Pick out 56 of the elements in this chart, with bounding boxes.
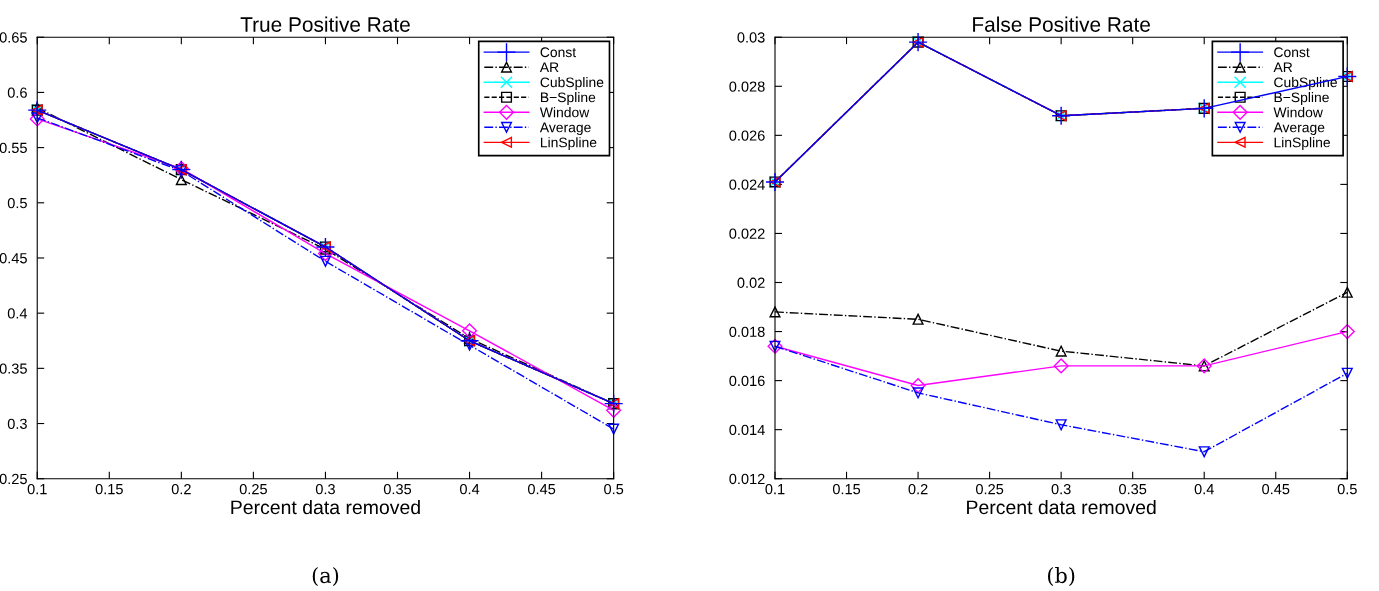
- x-tick-label: 0.2: [171, 483, 191, 495]
- legend-label: Average: [539, 122, 591, 136]
- y-tick-label: 0.6: [7, 87, 27, 98]
- legend-label: LinSpline: [1274, 137, 1330, 151]
- x-tick-label: 0.1: [27, 483, 47, 495]
- x-tick-label: 0.25: [975, 483, 1004, 495]
- y-tick-label: 0.65: [0, 32, 27, 43]
- legend-label: LinSpline: [540, 137, 597, 151]
- y-tick-label: 0.028: [729, 81, 765, 92]
- x-tick-label: 0.25: [239, 483, 267, 495]
- legend-label: AR: [1273, 62, 1293, 73]
- x-tick-label: 0.35: [1119, 483, 1147, 495]
- y-tick-label: 0.45: [0, 253, 27, 264]
- y-tick-label: 0.55: [0, 142, 27, 154]
- x-tick-label: 0.1: [765, 483, 785, 495]
- x-tick-label: 0.2: [908, 483, 928, 495]
- text: (b): [1047, 567, 1075, 587]
- x-axis-title: Percent data removed: [967, 499, 1156, 515]
- y-tick-label: 0.018: [729, 326, 765, 337]
- y-tick-label: 0.016: [729, 375, 765, 387]
- legend-label: AR: [539, 62, 559, 73]
- y-tick-label: 0.026: [729, 130, 765, 141]
- x-tick-label: 0.5: [604, 483, 624, 495]
- x-tick-label: 0.4: [1194, 483, 1214, 495]
- x-tick-label: 0.4: [459, 483, 480, 495]
- legend-label: Window: [1273, 107, 1323, 118]
- x-tick-label: 0.3: [315, 483, 335, 495]
- y-tick-label: 0.03: [737, 32, 765, 43]
- legend-label: Const: [1274, 47, 1310, 58]
- y-tick-label: 0.4: [7, 308, 28, 319]
- x-tick-label: 0.45: [1262, 483, 1290, 495]
- legend-label: Window: [539, 107, 590, 118]
- y-tick-label: 0.012: [729, 473, 765, 485]
- x-axis-title: Percent data removed: [231, 499, 420, 515]
- x-tick-label: 0.5: [1337, 483, 1357, 495]
- y-tick-label: 0.02: [737, 277, 765, 288]
- legend-label: Const: [540, 47, 577, 58]
- y-tick-label: 0.3: [7, 418, 27, 429]
- y-tick-label: 0.024: [729, 179, 765, 190]
- y-tick-label: 0.35: [0, 363, 27, 374]
- legend-label: B−Spline: [540, 92, 596, 105]
- x-tick-label: 0.15: [832, 483, 861, 495]
- y-tick-label: 0.014: [729, 424, 765, 436]
- x-tick-label: 0.35: [383, 483, 412, 495]
- chart-title: True Positive Rate: [240, 16, 410, 32]
- legend-label: B−Spline: [1274, 92, 1329, 105]
- text: (a): [312, 567, 339, 587]
- chart-title: False Positive Rate: [973, 16, 1150, 32]
- x-tick-label: 0.45: [527, 483, 556, 495]
- legend-label: Average: [1273, 122, 1325, 136]
- y-tick-label: 0.25: [0, 473, 27, 485]
- x-tick-label: 0.3: [1051, 483, 1071, 495]
- y-tick-label: 0.5: [7, 197, 27, 209]
- legend-label: CubSpline: [540, 77, 604, 90]
- x-tick-label: 0.15: [95, 483, 123, 495]
- y-tick-label: 0.022: [729, 228, 765, 239]
